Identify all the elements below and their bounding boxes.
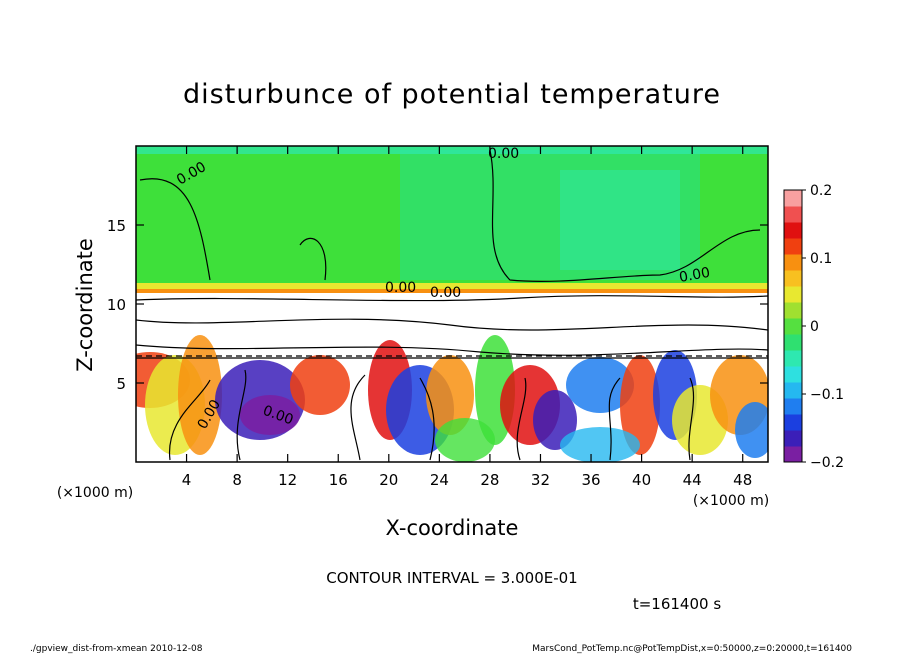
- contour-line: [136, 318, 768, 331]
- colorbar-swatch: [784, 254, 802, 271]
- x-tick-label: 20: [379, 471, 398, 489]
- x-unit-label-left: (×1000 m): [57, 485, 133, 501]
- colorbar-swatch: [784, 414, 802, 431]
- x-tick-label: 12: [278, 471, 297, 489]
- footer-right: MarsCond_PotTemp.nc@PotTempDist,x=0:5000…: [532, 644, 852, 654]
- contour-line: [489, 149, 761, 282]
- contour-line: [136, 295, 768, 302]
- y-tick-label: 10: [107, 296, 126, 314]
- convective-cell: [178, 335, 222, 455]
- contour-line: [136, 344, 768, 356]
- colorbar-swatch: [784, 382, 802, 399]
- contour-line: [350, 374, 366, 461]
- x-tick-label: 24: [430, 471, 449, 489]
- colorbar-tick-label: 0.2: [810, 183, 832, 199]
- contour-line: [688, 377, 695, 461]
- convective-cell: [735, 402, 768, 458]
- contour-line: [608, 377, 621, 461]
- convective-cell: [435, 418, 495, 462]
- convective-cell: [560, 427, 640, 462]
- contour-line: [168, 379, 211, 461]
- contour-label: 0.00: [430, 285, 461, 301]
- convective-cells: [136, 335, 768, 462]
- contour-label: 0.00: [385, 280, 416, 296]
- y-axis: 5 10 15: [107, 217, 768, 393]
- y-tick-label: 15: [107, 217, 126, 235]
- colorbar-swatch: [784, 334, 802, 351]
- contour-line: [419, 377, 435, 461]
- contour-line: [236, 369, 247, 461]
- time-text: t=161400 s: [633, 595, 721, 613]
- x-tick-label: 36: [581, 471, 600, 489]
- colorbar-swatch: [784, 302, 802, 319]
- colorbar-swatch: [784, 286, 802, 303]
- colorbar-swatch: [784, 318, 802, 335]
- contour-interval-text: CONTOUR INTERVAL = 3.000E-01: [326, 569, 577, 587]
- colorbar-tick-label: −0.2: [810, 455, 844, 471]
- colorbar: 0.2 0.1 0 −0.1 −0.2: [783, 183, 844, 471]
- x-tick-label: 8: [232, 471, 242, 489]
- y-axis-label: Z-coordinate: [73, 238, 97, 372]
- convective-cell: [426, 355, 474, 435]
- colorbar-swatch: [784, 238, 802, 255]
- convective-cell: [290, 355, 350, 415]
- colorbar-tick-label: 0.1: [810, 251, 832, 267]
- x-tick-label: 48: [733, 471, 752, 489]
- transition-orange: [136, 289, 768, 293]
- contour-label: 0.00: [488, 146, 519, 162]
- colorbar-swatch: [784, 350, 802, 367]
- colorbar-tick-label: −0.1: [810, 387, 844, 403]
- contour-label: 0.00: [678, 265, 711, 286]
- chart-title: disturbunce of potential temperature: [183, 79, 721, 110]
- colorbar-swatch: [784, 270, 802, 287]
- x-tick-label: 44: [683, 471, 702, 489]
- convective-cell: [566, 357, 634, 413]
- colorbar-swatch: [784, 398, 802, 415]
- upper-layer-cool-patch: [400, 150, 700, 280]
- convective-cell: [240, 395, 300, 435]
- contour-line: [299, 237, 327, 281]
- colorbar-swatch: [784, 206, 802, 223]
- contour-lines: [136, 149, 768, 461]
- colorbar-swatch: [784, 190, 802, 207]
- x-tick-label: 16: [329, 471, 348, 489]
- convective-cell: [533, 390, 577, 450]
- x-unit-label-right: (×1000 m): [693, 493, 769, 509]
- x-axis-label: X-coordinate: [386, 516, 519, 540]
- plot-area: 0.000.000.000.00 0.000.000.00: [136, 146, 768, 462]
- colorbar-tick-label: 0: [810, 319, 819, 335]
- x-tick-label: 40: [632, 471, 651, 489]
- y-tick-label: 5: [116, 375, 126, 393]
- middle-layer: [136, 293, 768, 365]
- top-band: [136, 146, 768, 154]
- x-tick-label: 28: [480, 471, 499, 489]
- x-axis: 4 8 12 16 20 24 28 32 36 40 44 48: [182, 146, 752, 489]
- x-tick-label: 32: [531, 471, 550, 489]
- transition-yellow: [136, 283, 768, 289]
- convective-cell: [620, 355, 660, 455]
- x-tick-label: 4: [182, 471, 192, 489]
- colorbar-swatch: [784, 222, 802, 239]
- colorbar-swatch: [784, 430, 802, 447]
- contour-line: [139, 178, 211, 281]
- contour-line: [516, 377, 527, 461]
- upper-layer-cool-patch-2: [560, 170, 680, 270]
- colorbar-swatch: [784, 366, 802, 383]
- footer-left: ./gpview_dist-from-xmean 2010-12-08: [30, 644, 203, 654]
- colorbar-swatch: [784, 446, 802, 463]
